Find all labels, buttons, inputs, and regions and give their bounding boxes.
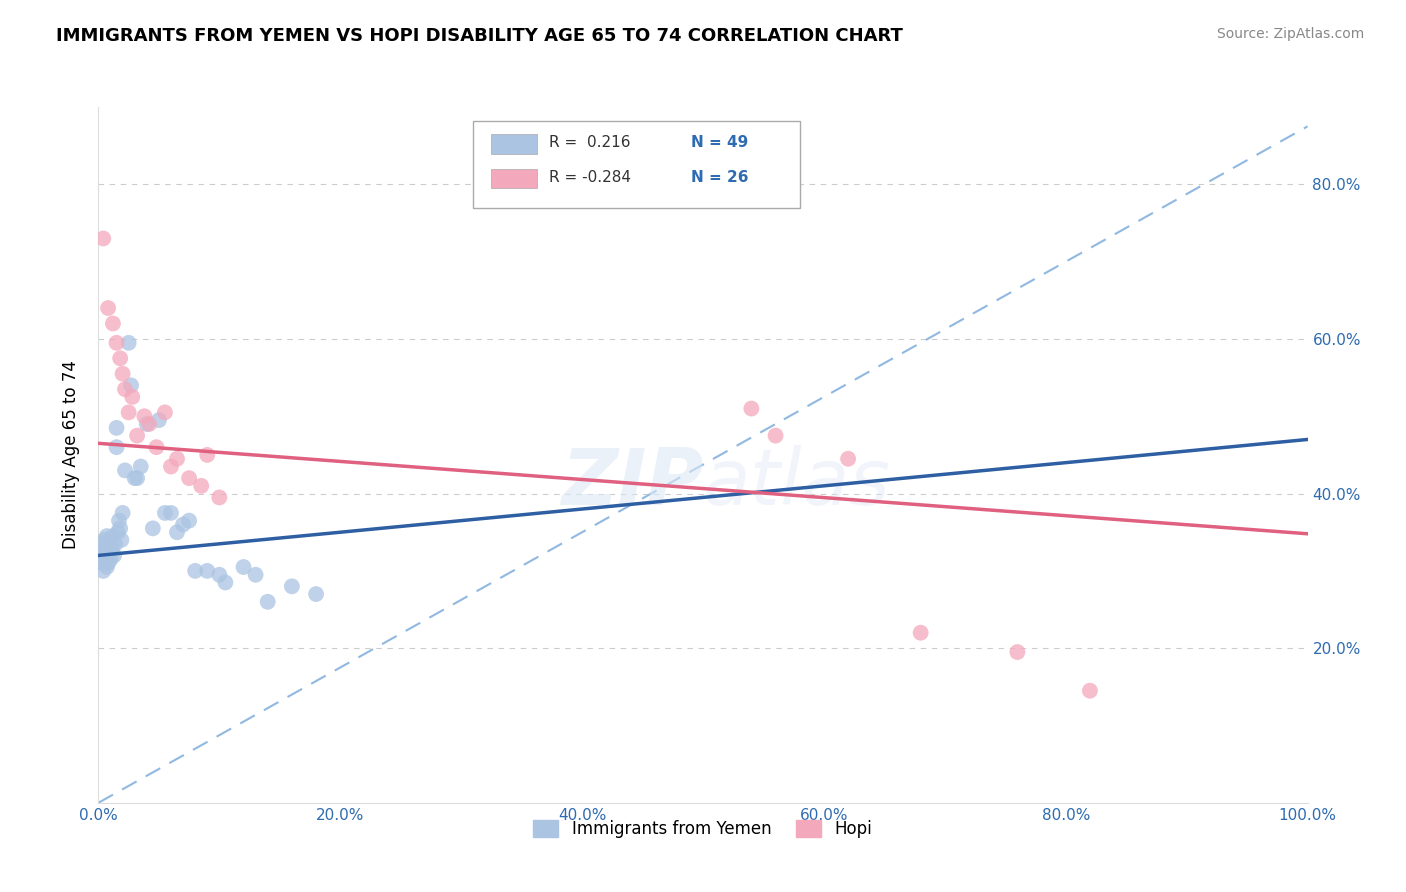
FancyBboxPatch shape <box>474 121 800 208</box>
Text: N = 49: N = 49 <box>690 135 748 150</box>
Point <box>148 413 170 427</box>
Point <box>195 448 218 462</box>
Point <box>114 463 136 477</box>
Text: ZIP: ZIP <box>561 445 703 521</box>
Point <box>105 421 128 435</box>
Point <box>166 525 188 540</box>
Point <box>96 560 118 574</box>
Point <box>118 335 141 350</box>
Point <box>134 409 156 424</box>
Point <box>145 440 167 454</box>
Point <box>153 506 176 520</box>
Point <box>1007 645 1029 659</box>
Point <box>101 317 124 331</box>
Point <box>740 401 762 416</box>
Point <box>129 459 152 474</box>
Point <box>91 537 114 551</box>
Point <box>121 390 143 404</box>
Point <box>108 514 131 528</box>
Point <box>107 525 129 540</box>
Point <box>142 521 165 535</box>
Point <box>93 552 115 566</box>
Point <box>91 556 114 570</box>
Point <box>111 506 134 520</box>
Point <box>100 533 122 547</box>
Point <box>118 405 141 419</box>
Point <box>105 335 128 350</box>
Point <box>135 417 157 431</box>
Point <box>127 428 149 442</box>
Text: N = 26: N = 26 <box>690 169 748 185</box>
Point <box>179 471 201 485</box>
Point <box>108 351 131 366</box>
Point <box>305 587 328 601</box>
Point <box>91 564 114 578</box>
Text: atlas: atlas <box>703 445 891 521</box>
Point <box>208 567 231 582</box>
Point <box>138 417 160 431</box>
Point <box>103 549 125 563</box>
Point <box>97 301 120 315</box>
Point <box>153 405 176 419</box>
Point <box>110 533 132 547</box>
Point <box>245 567 267 582</box>
Point <box>184 564 207 578</box>
Point <box>195 564 218 578</box>
Point <box>100 541 122 555</box>
Text: Source: ZipAtlas.com: Source: ZipAtlas.com <box>1216 27 1364 41</box>
Point <box>214 575 236 590</box>
Point <box>101 529 124 543</box>
Point <box>111 367 134 381</box>
Point <box>114 382 136 396</box>
Point <box>232 560 254 574</box>
Point <box>166 451 188 466</box>
Point <box>93 533 115 547</box>
Point <box>97 556 120 570</box>
Point <box>281 579 304 593</box>
Point <box>172 517 194 532</box>
Point <box>94 541 117 555</box>
Point <box>91 231 114 245</box>
Point <box>98 544 121 558</box>
Legend: Immigrants from Yemen, Hopi: Immigrants from Yemen, Hopi <box>527 814 879 845</box>
Point <box>96 529 118 543</box>
Point <box>208 491 231 505</box>
Point <box>160 459 183 474</box>
Point <box>765 428 787 442</box>
Point <box>120 378 142 392</box>
Point <box>179 514 201 528</box>
Text: R = -0.284: R = -0.284 <box>550 169 631 185</box>
Point <box>108 521 131 535</box>
Point <box>124 471 146 485</box>
Point <box>1078 683 1101 698</box>
Point <box>105 440 128 454</box>
Point <box>94 549 117 563</box>
Point <box>91 544 114 558</box>
Text: IMMIGRANTS FROM YEMEN VS HOPI DISABILITY AGE 65 TO 74 CORRELATION CHART: IMMIGRANTS FROM YEMEN VS HOPI DISABILITY… <box>56 27 903 45</box>
Y-axis label: Disability Age 65 to 74: Disability Age 65 to 74 <box>62 360 80 549</box>
Point <box>100 552 122 566</box>
Point <box>837 451 859 466</box>
Point <box>910 625 932 640</box>
Point <box>190 479 212 493</box>
Point <box>97 537 120 551</box>
Point <box>160 506 183 520</box>
FancyBboxPatch shape <box>492 134 537 153</box>
Text: R =  0.216: R = 0.216 <box>550 135 631 150</box>
Point <box>127 471 149 485</box>
Point <box>256 595 278 609</box>
Point <box>104 537 127 551</box>
FancyBboxPatch shape <box>492 169 537 188</box>
